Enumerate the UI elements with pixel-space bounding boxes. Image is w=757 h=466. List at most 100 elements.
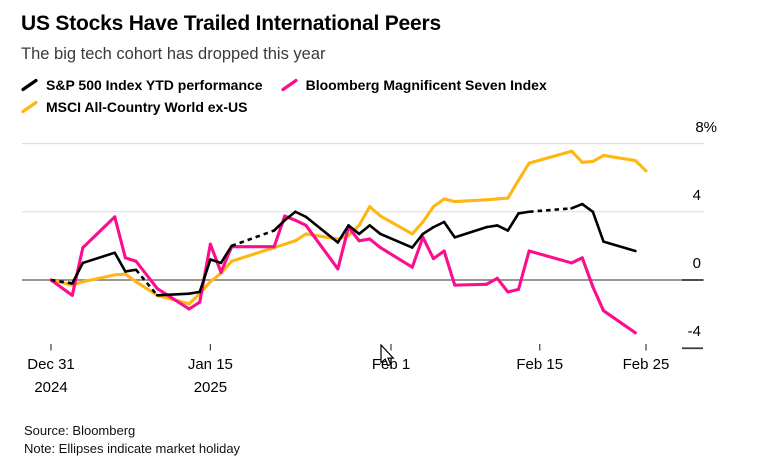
series-segment xyxy=(442,220,457,239)
series-segment xyxy=(601,153,637,163)
series-segment xyxy=(219,244,233,265)
series-segment xyxy=(155,286,191,311)
series-segment xyxy=(336,225,351,271)
series-segment xyxy=(368,237,382,250)
series-segment xyxy=(187,300,202,311)
series-segment xyxy=(453,198,489,204)
series-segment xyxy=(113,272,127,277)
series-segment xyxy=(81,215,117,250)
series-segment xyxy=(506,178,521,200)
series-segment xyxy=(231,229,275,248)
y-tick-label: 8% xyxy=(695,118,717,136)
series-segment xyxy=(198,258,212,294)
y-tick-label: -4 xyxy=(687,323,701,341)
series-segment xyxy=(591,153,606,163)
series-segment xyxy=(570,256,584,265)
series-segment xyxy=(208,271,223,284)
series-segment xyxy=(442,197,457,204)
series-segment xyxy=(50,278,73,285)
series-segment xyxy=(70,261,85,285)
series-segment xyxy=(517,210,531,215)
legend-item-mag7: Bloomberg Magnificent Seven Index xyxy=(280,77,547,93)
series-segment xyxy=(591,210,605,243)
series-segment xyxy=(453,225,488,239)
series-segment xyxy=(421,235,436,261)
series-segment xyxy=(347,224,361,236)
x-tick-label: 2025 xyxy=(193,379,228,396)
x-tick-label: Feb 1 xyxy=(371,356,411,373)
series-segment xyxy=(294,210,308,219)
series-segment xyxy=(346,225,361,243)
series-segment xyxy=(357,205,372,227)
series-segment xyxy=(187,290,202,295)
series-segment xyxy=(516,161,531,182)
legend-row-2: MSCI All-Country World ex-US xyxy=(21,99,247,115)
series-segment xyxy=(378,246,414,269)
series-segment xyxy=(529,207,572,214)
series-segment xyxy=(134,268,159,297)
series-segment xyxy=(134,259,159,291)
series-segment xyxy=(570,149,584,164)
x-tick-label: Dec 31 xyxy=(27,356,75,373)
series-segment xyxy=(495,276,510,294)
series-segment xyxy=(49,278,74,297)
msci-line-swatch-icon xyxy=(21,100,38,114)
series-segment xyxy=(208,242,223,274)
legend-label-msci: MSCI All-Country World ex-US xyxy=(46,99,248,115)
series-segment xyxy=(283,239,297,246)
series-segment xyxy=(336,224,350,244)
series-segment xyxy=(580,159,595,164)
series-segment xyxy=(442,249,457,287)
series-segment xyxy=(495,224,510,232)
series-segment xyxy=(81,273,117,284)
swatch-stroke xyxy=(21,78,38,92)
series-segment xyxy=(485,276,499,286)
source-note: Source: Bloomberg xyxy=(24,423,136,438)
series-segment xyxy=(485,224,499,229)
series-segment xyxy=(602,240,637,253)
series-segment xyxy=(633,159,648,173)
series-segment xyxy=(304,223,340,271)
chart-title: US Stocks Have Trailed International Pee… xyxy=(21,12,441,35)
series-segment xyxy=(506,287,521,294)
series-segment xyxy=(368,224,382,236)
legend-label-mag7: Bloomberg Magnificent Seven Index xyxy=(305,77,547,93)
series-segment xyxy=(379,232,414,249)
series-segment xyxy=(527,249,574,265)
x-tick-label: Feb 25 xyxy=(622,356,670,373)
series-segment xyxy=(421,205,436,224)
series-segment xyxy=(431,197,446,209)
series-segment xyxy=(410,235,425,269)
series-segment xyxy=(570,202,584,210)
sp500-line-swatch-icon xyxy=(21,78,38,92)
series-segment xyxy=(113,251,127,273)
series-segment xyxy=(293,232,308,243)
swatch-stroke xyxy=(21,100,38,114)
x-tick-label: 2024 xyxy=(34,379,68,396)
swatch-stroke xyxy=(280,78,298,92)
x-tick-label: Jan 15 xyxy=(187,356,233,373)
mag7-line-swatch-icon xyxy=(280,78,298,92)
legend-item-sp500: S&P 500 Index YTD performance xyxy=(21,77,263,93)
series-segment xyxy=(113,215,127,260)
series-segment xyxy=(453,282,489,287)
series-segment xyxy=(272,242,287,250)
series-segment xyxy=(155,292,191,297)
series-segment xyxy=(378,214,414,236)
series-segment xyxy=(527,149,574,165)
series-segment xyxy=(516,249,531,291)
y-tick-label: 4 xyxy=(692,186,701,204)
series-segment xyxy=(580,202,595,214)
series-segment xyxy=(431,249,446,261)
holiday-note: Note: Ellipses indicate market holiday xyxy=(24,441,241,456)
series-segment xyxy=(506,212,520,232)
series-segment xyxy=(485,197,499,202)
series-segment xyxy=(357,224,372,236)
y-tick-label: 0 xyxy=(692,255,701,272)
legend-row-1: S&P 500 Index YTD performance Bloomberg … xyxy=(21,77,547,93)
series-segment xyxy=(283,214,297,222)
series-segment xyxy=(601,309,637,335)
series-segment xyxy=(591,285,606,313)
series-segment xyxy=(357,237,372,243)
